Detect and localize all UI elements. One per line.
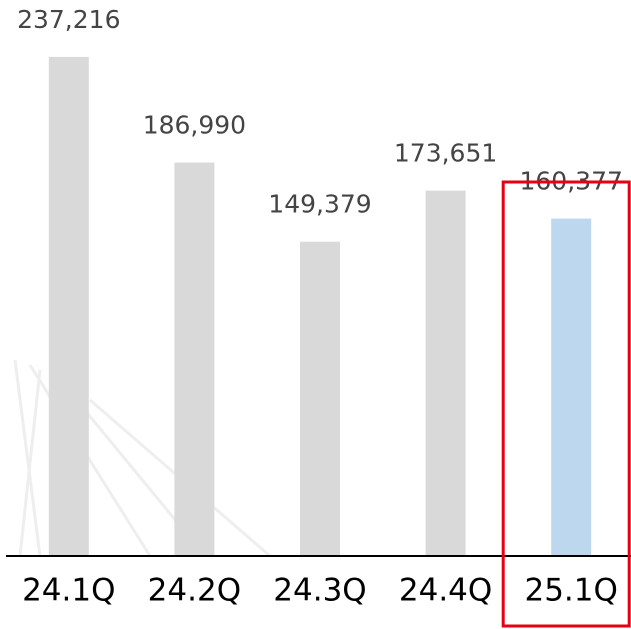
bar — [425, 190, 466, 556]
crane-line — [13, 359, 271, 558]
value-label: 186,990 — [143, 111, 246, 140]
x-tick-label: 24.4Q — [399, 573, 492, 609]
value-label: 149,379 — [268, 190, 371, 219]
x-tick-label: 25.1Q — [524, 573, 617, 609]
bar — [551, 218, 592, 557]
highlight-box — [501, 180, 631, 628]
x-tick-label: 24.3Q — [273, 573, 366, 609]
value-label: 173,651 — [394, 139, 497, 168]
crane-backdrop — [13, 359, 271, 558]
bar — [174, 162, 215, 556]
bar — [300, 241, 340, 556]
bar — [48, 56, 89, 557]
x-tick-label: 24.1Q — [22, 573, 115, 609]
value-label: 237,216 — [17, 5, 120, 34]
x-tick-label: 24.2Q — [148, 573, 241, 609]
